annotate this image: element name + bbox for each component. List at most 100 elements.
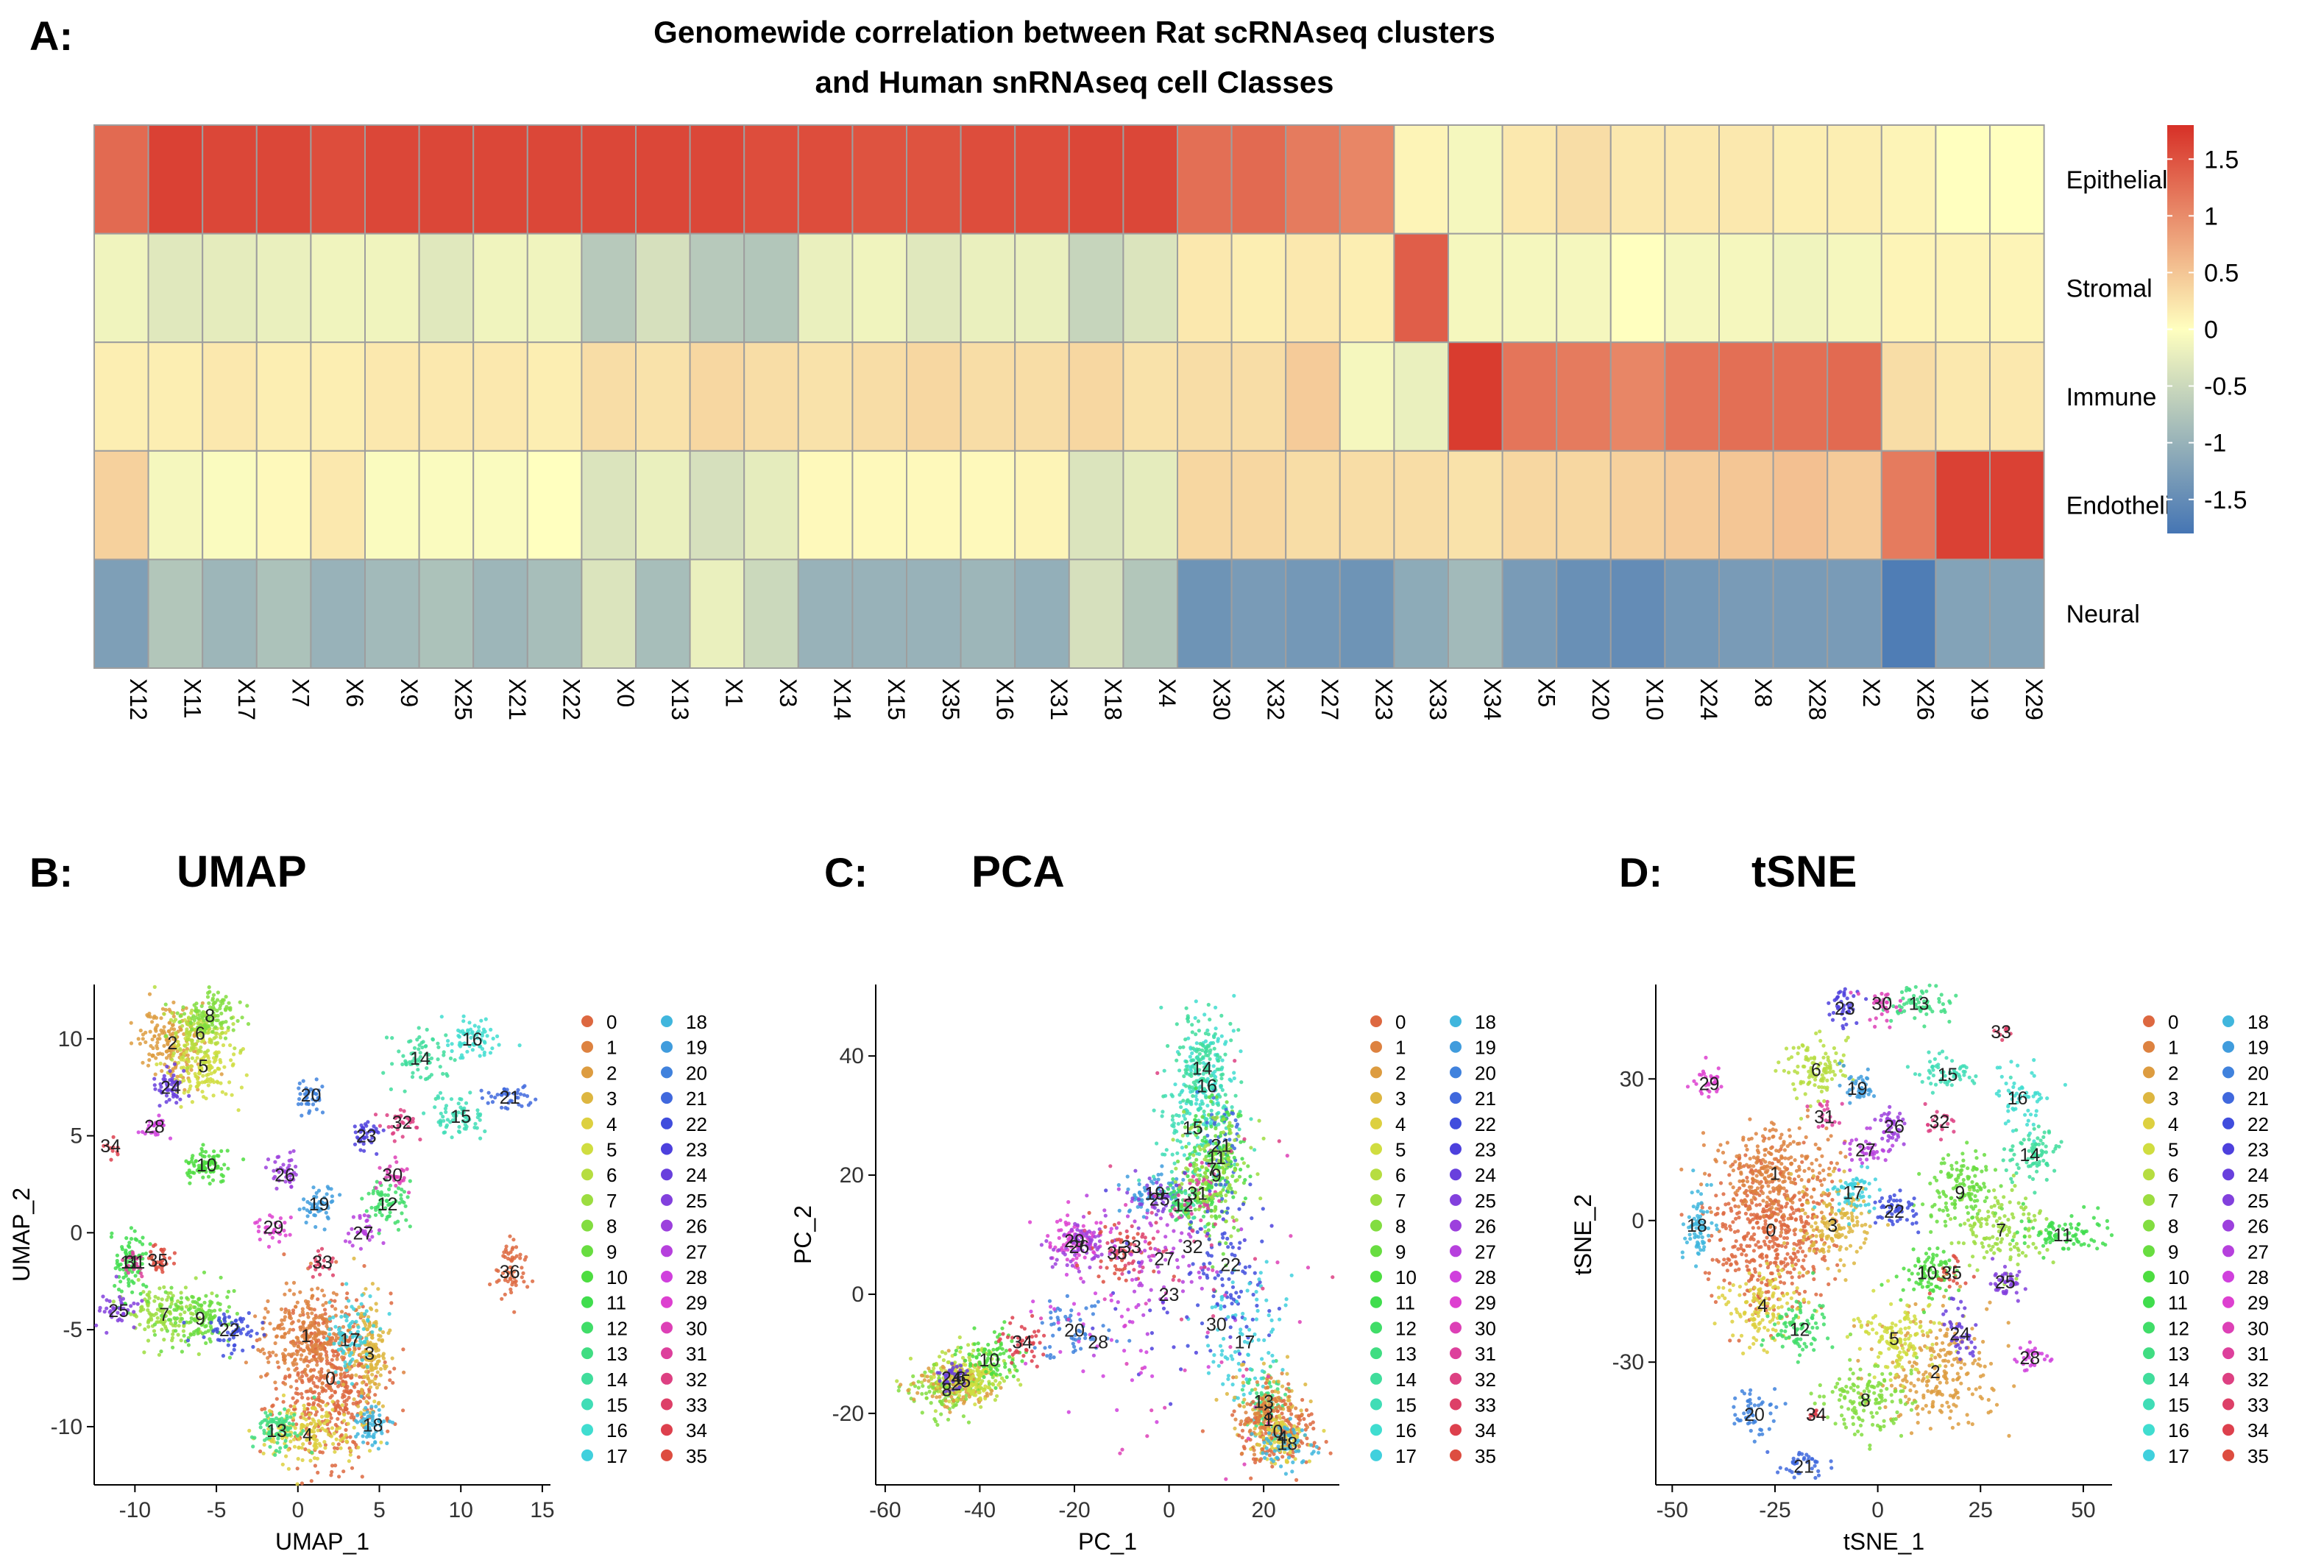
scatter-point [306, 1299, 311, 1304]
heatmap-cell [581, 341, 637, 452]
scatter-point [1019, 1324, 1024, 1329]
scatter-point [202, 1315, 207, 1319]
heatmap-column-label: X25 [450, 678, 476, 720]
scatter-point [369, 1368, 373, 1372]
scatter-point [350, 1412, 354, 1416]
scatter-point [320, 1347, 325, 1351]
y-tick-label: -20 [832, 1402, 864, 1426]
scatter-point [1049, 1256, 1053, 1260]
scatter-point [1000, 1376, 1005, 1380]
heatmap-cell [526, 450, 583, 561]
cluster-label: 19 [309, 1194, 330, 1215]
scatter-point [912, 1397, 916, 1402]
y-axis-label: PC_2 [790, 1205, 816, 1264]
scatter-point [1180, 1088, 1185, 1093]
cluster-label: 6 [195, 1024, 205, 1044]
scatter-point [286, 1367, 291, 1372]
scatter-point [347, 1299, 351, 1303]
scatter-point [319, 1246, 325, 1251]
heatmap-cell [1448, 558, 1503, 670]
scatter-point [301, 1079, 305, 1083]
heatmap-cell [1339, 450, 1395, 561]
scatter-point [312, 1324, 316, 1328]
scatter-point [241, 1157, 246, 1162]
scatter-point [946, 1360, 950, 1364]
scatter-point [207, 1001, 211, 1005]
scatter-point [253, 1221, 258, 1225]
scatter-point [310, 1311, 314, 1316]
scatter-point [102, 1310, 107, 1314]
scatter-point [199, 1034, 204, 1038]
scatter-point [199, 1322, 204, 1327]
heatmap-cell [851, 124, 908, 235]
scatter-point [518, 1252, 522, 1257]
heatmap-row-label: Stromal [2066, 274, 2153, 302]
scatter-point [198, 1308, 202, 1312]
scatter-point [358, 1352, 363, 1357]
scatter-point [1050, 1265, 1055, 1269]
scatter-point [168, 1049, 172, 1053]
cluster-label: 31 [124, 1252, 145, 1273]
scatter-point [378, 1334, 383, 1338]
scatter-point [490, 1100, 495, 1104]
scatter-point [313, 1413, 318, 1417]
scatter-point [365, 1410, 369, 1414]
scatter-point [351, 1215, 355, 1219]
cluster-label: 26 [274, 1165, 295, 1185]
scatter-point [333, 1307, 338, 1311]
scatter-point [109, 1157, 113, 1162]
scatter-point [249, 1334, 253, 1338]
scatter-point [266, 1244, 272, 1249]
scatter-point [339, 1438, 343, 1442]
scatter-point [371, 1411, 375, 1415]
scatter-point [129, 1226, 133, 1230]
scatter-point [306, 1402, 311, 1406]
scatter-point [329, 1416, 333, 1420]
scatter-point [388, 1370, 392, 1374]
scatter-point [311, 1430, 316, 1434]
scatter-point [464, 1101, 469, 1105]
scatter-point [272, 1440, 277, 1444]
scatter-point [274, 1397, 279, 1401]
panel-d-title: tSNE [1751, 847, 1857, 896]
scatter-point [208, 1005, 213, 1010]
scatter-point [213, 1025, 218, 1029]
scatter-point [1201, 1214, 1206, 1218]
scatter-point [146, 1299, 150, 1304]
scatter-point [170, 1057, 174, 1062]
heatmap-cell [1177, 124, 1233, 235]
scatter-point [278, 1446, 283, 1450]
scatter-point [1216, 1039, 1220, 1043]
scatter-point [180, 1065, 184, 1070]
heatmap-cells [93, 124, 2045, 670]
cluster-label: 36 [500, 1262, 520, 1283]
scatter-point [132, 1310, 136, 1314]
scatter-point [291, 1352, 296, 1356]
scatter-point [360, 1293, 364, 1297]
scatter-point [370, 1372, 375, 1377]
scatter-point [286, 1309, 291, 1313]
heatmap-column-label: X7 [288, 678, 314, 707]
scatter-point [1016, 1377, 1021, 1382]
scatter-point [141, 1283, 146, 1287]
scatter-point [1049, 1310, 1053, 1315]
y-tick-label: -5 [63, 1318, 82, 1342]
scatter-point [511, 1238, 516, 1242]
scatter-point [324, 1349, 328, 1354]
panel-b-title: UMAP [177, 847, 307, 896]
scatter-point [1232, 993, 1236, 998]
scatter-point [1154, 1213, 1158, 1217]
scatter-point [186, 1160, 191, 1165]
scatter-point [1148, 1258, 1153, 1263]
scatter-point [277, 1240, 282, 1244]
scatter-point [312, 1316, 316, 1322]
scatter-point [318, 1376, 322, 1380]
scatter-point [294, 1379, 299, 1383]
heatmap-cell [1501, 341, 1558, 452]
scatter-point [322, 1294, 326, 1298]
scatter-point [263, 1411, 268, 1415]
scatter-point [1187, 1232, 1191, 1236]
scatter-point [291, 1149, 296, 1153]
scatter-point [1003, 1361, 1007, 1366]
